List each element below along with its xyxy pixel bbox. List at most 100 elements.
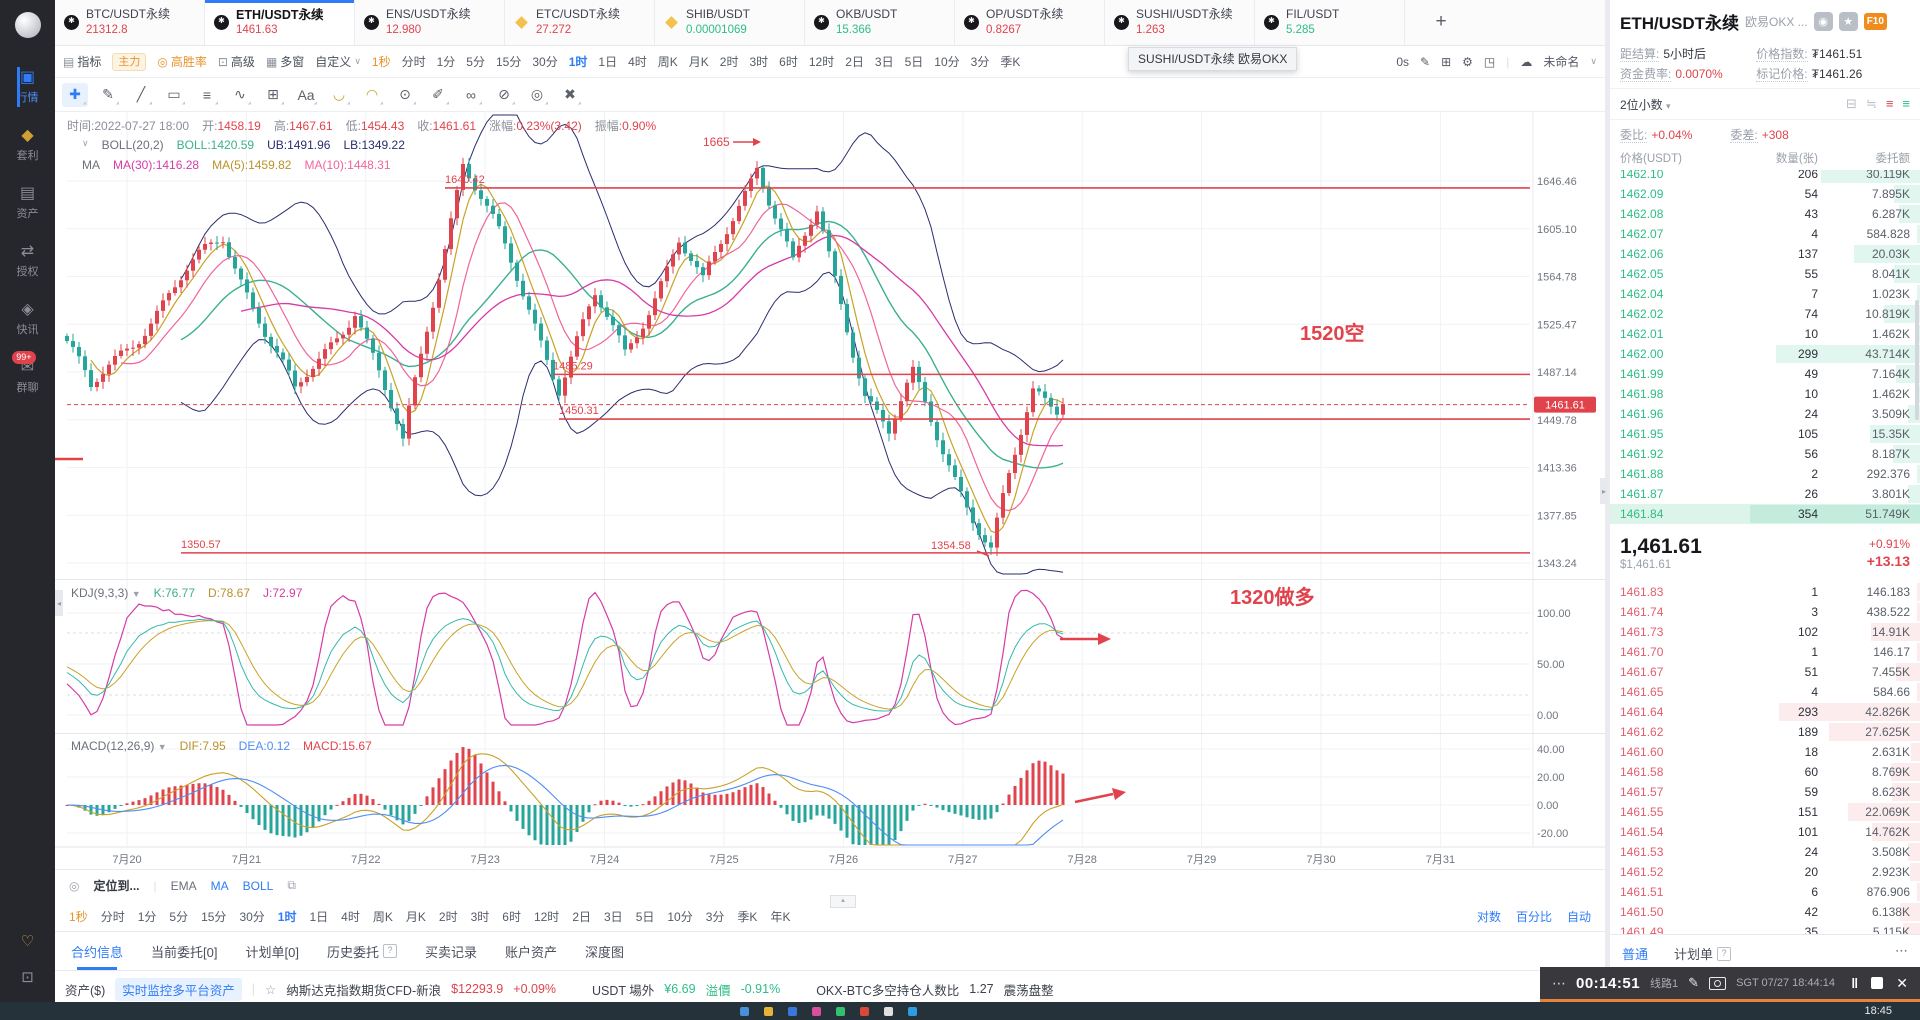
book-sell-only-icon[interactable]: ≡ <box>1885 96 1894 111</box>
collapse-icon[interactable]: ∨ <box>82 138 89 148</box>
favorite-icon[interactable]: ♡ <box>20 933 35 950</box>
taskbar-icon[interactable] <box>860 1006 869 1016</box>
tab-深度图[interactable]: 深度图 <box>585 944 625 960</box>
orderbook-row[interactable]: 1461.52 20 2.923K <box>1610 862 1920 882</box>
taskbar-icon[interactable] <box>908 1006 917 1016</box>
high-win-button[interactable]: ◎ 高胜率 <box>157 54 207 70</box>
tab-历史委托[interactable]: 历史委托? <box>327 932 397 971</box>
more-icon[interactable]: ⋯ <box>1895 943 1908 958</box>
symbol-tab-SHIB/USDT[interactable]: SHIB/USDT 0.00001069 <box>655 0 805 45</box>
collapse-right-handle[interactable]: ▸ <box>1600 478 1608 504</box>
monitor-link[interactable]: 实时监控多平台资产 <box>115 977 242 1001</box>
feedback-icon[interactable]: ⊡ <box>21 969 34 986</box>
orderbook-row[interactable]: 1461.54 101 14.762K <box>1610 822 1920 842</box>
timeframe-分时[interactable]: 分时 <box>401 55 426 69</box>
continuous-drawing-icon[interactable]: ∞ <box>458 83 484 107</box>
overlay-BOLL[interactable]: BOLL <box>242 878 274 893</box>
compare-icon[interactable]: ⊞ <box>1441 54 1452 69</box>
collapse-bottom-handle[interactable]: ▴ <box>830 895 856 908</box>
timeframe-10分[interactable]: 10分 <box>934 55 960 69</box>
orderbook-row[interactable]: 1462.07 4 584.828 <box>1610 224 1920 244</box>
alert-icon[interactable]: ◉ <box>1813 11 1833 31</box>
orderbook-row[interactable]: 1462.08 43 6.287K <box>1610 204 1920 224</box>
orderbook-row[interactable]: 1461.65 4 584.66 <box>1610 682 1920 702</box>
orderbook-row[interactable]: 1462.00 299 43.714K <box>1610 344 1920 364</box>
indicators-button[interactable]: ▤ 指标 <box>63 54 102 70</box>
timeframe-分时[interactable]: 分时 <box>100 909 125 924</box>
timeframe-年K[interactable]: 年K <box>770 909 791 924</box>
tab-计划单[0][interactable]: 计划单[0] <box>245 944 299 960</box>
orderbook-row[interactable]: 1461.70 1 146.17 <box>1610 642 1920 662</box>
timeframe-2时[interactable]: 2时 <box>719 55 739 69</box>
taskbar-icon[interactable] <box>764 1006 773 1016</box>
sidebar-item-行情[interactable]: ▣ 行情 <box>16 58 39 116</box>
tab-合约信息[interactable]: 合约信息 <box>71 932 123 971</box>
timeframe-1日[interactable]: 1日 <box>598 55 618 69</box>
magnet-icon[interactable]: ◡ <box>326 83 352 107</box>
timeframe-4时[interactable]: 4时 <box>628 55 647 69</box>
timeframe-6时[interactable]: 6时 <box>779 55 798 69</box>
orderbook-row[interactable]: 1461.67 51 7.455K <box>1610 662 1920 682</box>
orderbook-row[interactable]: 1461.88 2 292.376 <box>1610 464 1920 484</box>
orderbook-row[interactable]: 1461.53 24 3.508K <box>1610 842 1920 862</box>
timeframe-1分[interactable]: 1分 <box>436 55 456 69</box>
remove-drawings-icon[interactable]: ✖ <box>557 83 583 107</box>
timeframe-4时[interactable]: 4时 <box>341 909 360 924</box>
measure-icon[interactable]: ✐ <box>425 83 451 107</box>
orderbook-row[interactable]: 1461.49 35 5.115K <box>1610 922 1920 934</box>
orderbook-row[interactable]: 1461.83 1 146.183 <box>1610 582 1920 602</box>
sidebar-item-资产[interactable]: ▤ 资产 <box>17 174 39 232</box>
f10-badge[interactable]: F10 <box>1863 12 1887 30</box>
multi-window-button[interactable]: ▦ 多窗 <box>265 54 305 70</box>
orderbook-row[interactable]: 1461.92 56 8.187K <box>1610 444 1920 464</box>
collapse-left-handle[interactable]: ◂ <box>55 590 63 616</box>
orderbook-row[interactable]: 1461.50 42 6.138K <box>1610 902 1920 922</box>
book-both-icon[interactable]: ≒ <box>1865 96 1877 111</box>
brush-icon[interactable]: ✎ <box>95 83 121 107</box>
sidebar-item-群聊[interactable]: ✉ 群聊 99+ <box>12 348 39 406</box>
text-icon[interactable]: Aa <box>293 83 319 107</box>
timeframe-3日[interactable]: 3日 <box>874 55 894 69</box>
pause-icon[interactable]: ‖ <box>1851 975 1859 991</box>
orderbook-row[interactable]: 1462.10 206 30.119K <box>1610 170 1920 184</box>
overlay-MA[interactable]: MA <box>210 878 229 893</box>
overlay-EMA[interactable]: EMA <box>170 878 197 893</box>
timeframe-3时[interactable]: 3时 <box>470 909 490 924</box>
sidebar-item-快讯[interactable]: ◈ 快讯 <box>17 290 39 348</box>
orderbook-row[interactable]: 1461.84 354 51.749K <box>1610 504 1920 524</box>
hide-drawings-icon[interactable]: ◎ <box>524 83 550 107</box>
timeframe-30分[interactable]: 30分 <box>239 909 265 924</box>
crosshair-icon[interactable]: ✚ <box>62 82 88 107</box>
symbol-tab-ETH/USDT永续[interactable]: ETH/USDT永续 1461.63 <box>205 0 355 45</box>
timeframe-5日[interactable]: 5日 <box>904 55 924 69</box>
orderbook-row[interactable]: 1461.58 60 8.769K <box>1610 762 1920 782</box>
edit-chart-icon[interactable]: ✎ <box>1420 54 1431 69</box>
orderbook-row[interactable]: 1462.04 7 1.023K <box>1610 284 1920 304</box>
timeframe-3日[interactable]: 3日 <box>604 909 623 924</box>
orderbook-row[interactable]: 1461.60 18 2.631K <box>1610 742 1920 762</box>
sidebar-item-授权[interactable]: ⇄ 授权 <box>17 232 39 290</box>
elliott-wave-icon[interactable]: ∿ <box>227 83 253 107</box>
timeframe-6时[interactable]: 6时 <box>502 909 521 924</box>
orderbook-row[interactable]: 1461.57 59 8.623K <box>1610 782 1920 802</box>
orderbook-row[interactable]: 1462.06 137 20.03K <box>1610 244 1920 264</box>
rectangle-icon[interactable]: ▭ <box>161 83 187 107</box>
timeframe-月K[interactable]: 月K <box>688 55 709 69</box>
timeframe-1时[interactable]: 1时 <box>277 909 297 924</box>
timeframe-2日[interactable]: 2日 <box>572 909 591 924</box>
orderbook-row[interactable]: 1461.73 102 14.91K <box>1610 622 1920 642</box>
timeframe-1日[interactable]: 1日 <box>309 909 329 924</box>
timeframe-3分[interactable]: 3分 <box>705 909 725 924</box>
orderbook-row[interactable]: 1462.01 10 1.462K <box>1610 324 1920 344</box>
long-position-icon[interactable]: ⊞ <box>260 83 286 107</box>
taskbar-icon[interactable] <box>884 1006 893 1016</box>
interval-label[interactable]: 0s <box>1396 54 1410 69</box>
timeframe-1分[interactable]: 1分 <box>137 909 157 924</box>
taskbar-icon[interactable] <box>836 1006 845 1016</box>
tab-账户资产[interactable]: 账户资产 <box>504 944 557 960</box>
annotate-icon[interactable]: ✎ <box>1688 975 1700 990</box>
